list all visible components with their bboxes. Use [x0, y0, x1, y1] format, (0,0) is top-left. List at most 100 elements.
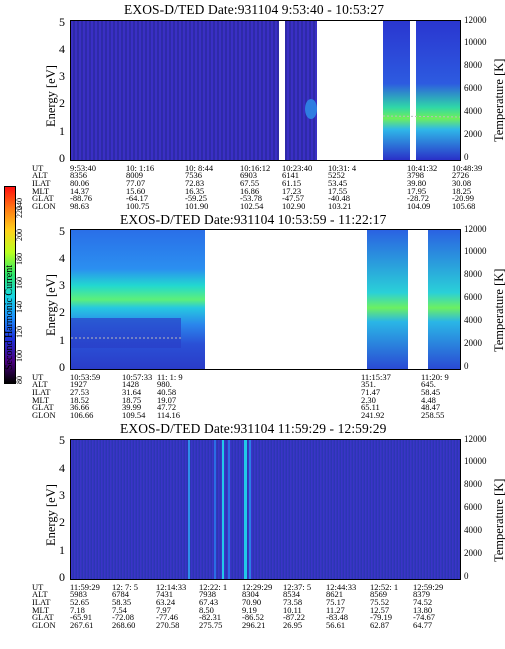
colorbar-tick-80: 80: [15, 376, 24, 384]
eph-value: 30.08: [452, 178, 472, 188]
eph-value: 267.61: [70, 620, 94, 630]
panel-3-ytick: 4: [59, 461, 65, 475]
eph-value: 17.95: [407, 186, 427, 196]
eph-value: 10.11: [283, 605, 302, 615]
panel-1-plot: [70, 20, 461, 161]
eph-value: -82.31: [199, 612, 221, 622]
eph-value: 67.43: [199, 597, 219, 607]
eph-label: MLT: [32, 605, 50, 615]
eph-value: -47.57: [282, 193, 304, 203]
panel-1-ylabel: Energy [eV]: [44, 65, 58, 127]
panel-3-rtick: 2000: [464, 548, 482, 558]
panel-2-ytick: 0: [59, 360, 65, 374]
panel-3-ephemeris: UT 11:59:29 12: 7: 5 12:14:33 12:22: 1 12:29:…: [32, 583, 472, 643]
eph-value: 645.: [421, 379, 436, 389]
panel-2-rlabel: Temperature [K]: [492, 268, 505, 352]
eph-value: 8534: [283, 589, 300, 599]
eph-value: 1428: [122, 379, 139, 389]
eph-value: 8356: [70, 170, 87, 180]
eph-value: 100.75: [126, 201, 150, 211]
eph-value: 16.86: [240, 186, 260, 196]
panel-1-ytick: 3: [59, 69, 65, 83]
eph-value: 10:16:12: [240, 163, 271, 173]
panel-2-ytick: 3: [59, 278, 65, 292]
eph-value: -83.48: [326, 612, 348, 622]
panel-1-ephemeris: UT 9:53:40 10: 1:16 10: 8:44 10:16:12 10:23:4…: [32, 163, 482, 220]
eph-value: -20.99: [452, 193, 474, 203]
eph-value: 64.77: [413, 620, 433, 630]
eph-value: 10: 1:16: [126, 163, 155, 173]
colorbar-gradient: [4, 186, 16, 384]
colorbar-tick-200: 200: [15, 229, 24, 241]
colorbar: [4, 186, 16, 384]
eph-value: 6784: [112, 589, 129, 599]
panel-3-rtick: 4000: [464, 525, 482, 535]
eph-value: 19.07: [157, 395, 177, 405]
eph-value: 12:14:33: [156, 582, 187, 592]
eph-value: 1927: [70, 379, 87, 389]
eph-value: 17.23: [282, 186, 302, 196]
panel-2-rtick: 2000: [464, 338, 482, 348]
panel-3-rtick: 10000: [464, 456, 487, 466]
eph-value: 3798: [407, 170, 424, 180]
panel-1-ytick: 1: [59, 124, 65, 138]
eph-value: 73.58: [283, 597, 303, 607]
eph-value: 7431: [156, 589, 173, 599]
eph-value: -40.48: [328, 193, 350, 203]
eph-value: -64.17: [126, 193, 148, 203]
eph-value: 9:53:40: [70, 163, 96, 173]
eph-value: 104.09: [407, 201, 431, 211]
panel-3-rtick: 12000: [464, 434, 487, 444]
panel-3-ytick: 1: [59, 543, 65, 557]
colorbar-tick-140: 140: [15, 301, 24, 313]
eph-value: 47.72: [157, 402, 177, 412]
eph-label: ILAT: [32, 597, 51, 607]
eph-value: 12.57: [370, 605, 390, 615]
eph-value: -59.25: [185, 193, 207, 203]
panel-1-rtick: 2000: [464, 129, 482, 139]
eph-value: 11:15:37: [361, 372, 391, 382]
eph-value: 12:52: 1: [370, 582, 399, 592]
eph-value: -87.22: [283, 612, 305, 622]
eph-value: 296.21: [242, 620, 266, 630]
eph-value: 101.90: [185, 201, 209, 211]
panel-3-ylabel: Energy [eV]: [44, 484, 58, 546]
eph-value: 109.54: [122, 410, 146, 420]
panel-2-rtick: 12000: [464, 224, 487, 234]
eph-value: 18.52: [70, 395, 90, 405]
eph-label: GLAT: [32, 612, 54, 622]
eph-value: 74.52: [413, 597, 433, 607]
eph-value: 7938: [199, 589, 216, 599]
colorbar-tick-240: 240: [15, 198, 24, 210]
eph-value: 40.58: [157, 387, 177, 397]
eph-value: 39.99: [122, 402, 142, 412]
eph-label: UT: [32, 163, 44, 173]
eph-value: 241.92: [361, 410, 385, 420]
eph-value: 12:37: 5: [283, 582, 312, 592]
panel-3-spectrogram: [71, 440, 460, 579]
eph-label: MLT: [32, 186, 50, 196]
eph-label: GLON: [32, 201, 56, 211]
eph-value: 14.37: [70, 186, 90, 196]
eph-value: 63.24: [156, 597, 176, 607]
panel-2-ylabel: Energy [eV]: [44, 274, 58, 336]
eph-value: 7.97: [156, 605, 171, 615]
eph-value: 7.54: [112, 605, 127, 615]
eph-value: 2.30: [361, 395, 376, 405]
eph-value: 106.66: [70, 410, 94, 420]
eph-value: 98.63: [70, 201, 90, 211]
panel-1-rtick: 10000: [464, 37, 487, 47]
eph-value: 36.66: [70, 402, 90, 412]
panel-1-ytick: 0: [59, 151, 65, 165]
eph-label: ILAT: [32, 178, 51, 188]
eph-value: 70.90: [242, 597, 262, 607]
colorbar-tick-180: 180: [15, 253, 24, 265]
panel-2-rtick: 10000: [464, 246, 487, 256]
eph-value: 61.15: [282, 178, 302, 188]
eph-value: -72.08: [112, 612, 134, 622]
eph-value: 75.17: [326, 597, 346, 607]
eph-value: 17.55: [328, 186, 348, 196]
panel-1-title: EXOS-D/TED Date:931104 9:53:40 - 10:53:2…: [124, 2, 385, 17]
eph-value: 6141: [282, 170, 299, 180]
eph-value: 8621: [326, 589, 343, 599]
